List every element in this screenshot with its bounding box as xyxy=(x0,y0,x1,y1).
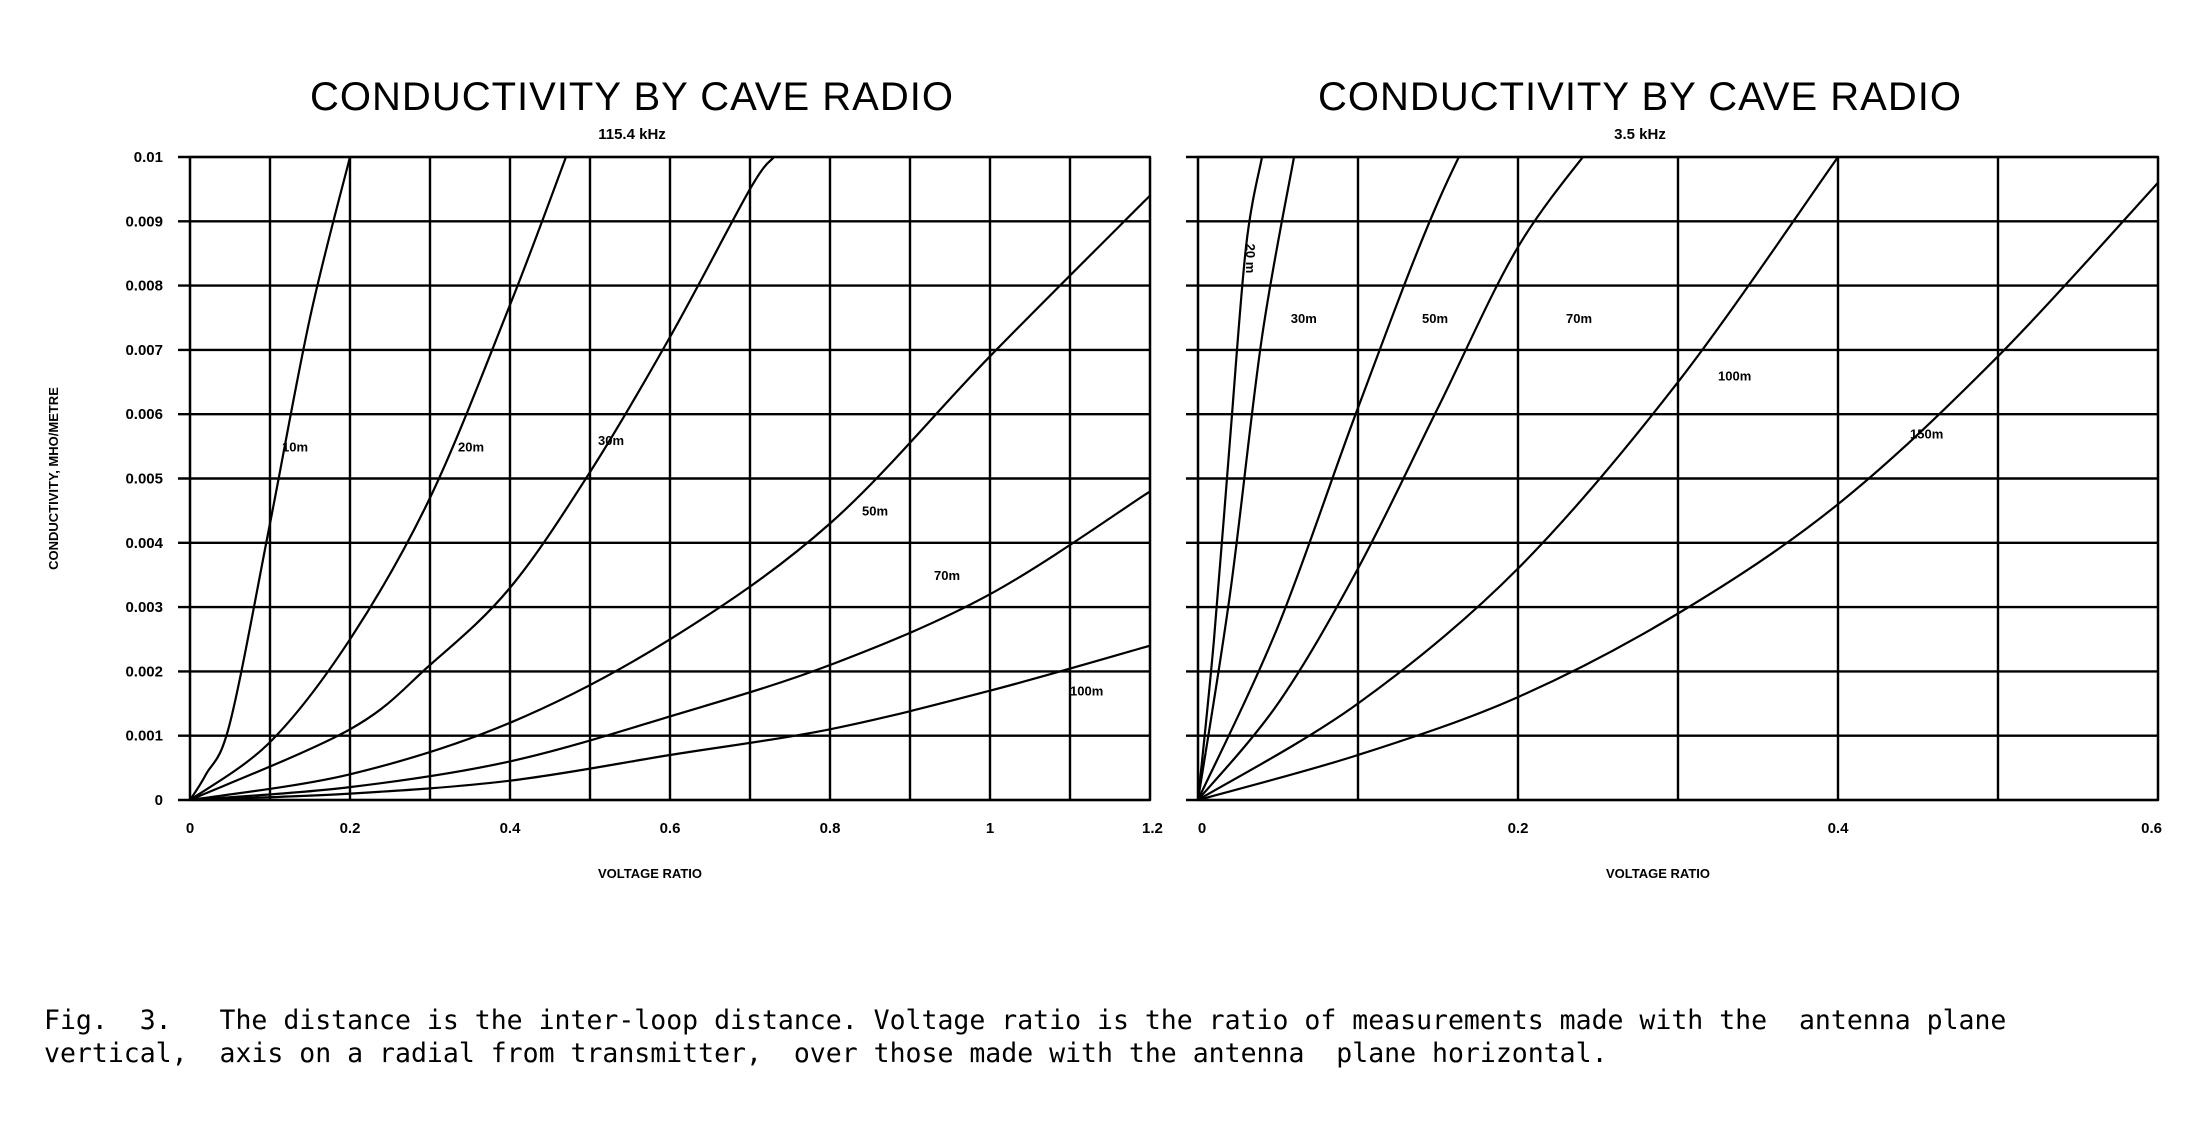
y-tick-label: 0.005 xyxy=(125,471,163,488)
series-line-150m xyxy=(1198,181,2158,800)
series-line-100m xyxy=(1198,157,1839,800)
chart-panel-1: CONDUCTIVITY BY CAVE RADIO 115.4 kHz 0 0.2 0… xyxy=(46,75,1163,881)
y-tick-label: 0.01 xyxy=(134,149,163,166)
y-tick-label: 0 xyxy=(155,792,163,809)
y-tick-label: 0.003 xyxy=(125,599,163,616)
series-line-50m xyxy=(190,194,1150,800)
series-line-70m xyxy=(190,490,1150,800)
plot-frame xyxy=(1196,155,2160,802)
x-tick-label: 0 xyxy=(1198,820,1206,837)
y-tick-label: 0.006 xyxy=(125,406,163,423)
series-line-70m xyxy=(1198,157,1585,800)
x-tick-label: 0.2 xyxy=(340,820,361,837)
series-line-20m xyxy=(190,157,568,800)
curve-label: 100m xyxy=(1070,684,1103,699)
x-tick-label: 1 xyxy=(986,820,994,837)
x-tick-label: 0.4 xyxy=(1828,820,1850,837)
x-tick-label: 0.6 xyxy=(2141,820,2162,837)
y-tick-label: 0.001 xyxy=(125,728,163,745)
curve-label: 20 m xyxy=(1243,244,1258,274)
chart-subtitle: 115.4 kHz xyxy=(598,126,666,143)
curve-label: 150m xyxy=(1910,426,1943,441)
curve-label: 30m xyxy=(598,433,624,448)
y-tick-label: 0.007 xyxy=(125,342,163,359)
x-tick-label: 0 xyxy=(186,820,194,837)
x-tick-label: 0.2 xyxy=(1508,820,1529,837)
x-tick-label: 0.8 xyxy=(820,820,841,837)
chart-subtitle: 3.5 kHz xyxy=(1614,126,1666,143)
figure-caption: Fig. 3. The distance is the inter-loop d… xyxy=(44,1005,2023,1069)
plot-frame xyxy=(188,155,1152,802)
curve-label: 20m xyxy=(458,439,484,454)
curve-label: 100m xyxy=(1718,369,1751,384)
series-line-30m xyxy=(190,157,775,800)
x-tick-label: 0.4 xyxy=(500,820,522,837)
curve-label: 10m xyxy=(282,439,308,454)
curve-label: 50m xyxy=(862,504,888,519)
series-line-10m xyxy=(190,157,352,800)
x-axis-label: VOLTAGE RATIO xyxy=(1606,866,1710,881)
x-tick-label: 1.2 xyxy=(1142,820,1163,837)
chart-panel-2: CONDUCTIVITY BY CAVE RADIO 3.5 kHz 0 0.2 0.4… xyxy=(1186,75,2162,881)
series-line-100m xyxy=(190,644,1150,800)
y-axis-label: CONDUCTIVITY, MHO/METRE xyxy=(46,387,61,570)
curve-label: 70m xyxy=(934,568,960,583)
x-axis-label: VOLTAGE RATIO xyxy=(598,866,702,881)
curve-label: 30m xyxy=(1291,311,1317,326)
y-tick-label: 0.004 xyxy=(125,535,163,552)
y-tick-label: 0.008 xyxy=(125,278,163,295)
curve-label: 50m xyxy=(1422,311,1448,326)
chart-title: CONDUCTIVITY BY CAVE RADIO xyxy=(1318,75,1962,119)
x-tick-label: 0.6 xyxy=(660,820,681,837)
series-line-30m xyxy=(1198,157,1296,800)
curve-label: 70m xyxy=(1566,311,1592,326)
series-line-20m xyxy=(1198,157,1264,800)
series-line-50m xyxy=(1198,157,1461,800)
y-tick-label: 0.002 xyxy=(125,663,163,680)
y-tick-label: 0.009 xyxy=(125,213,163,230)
chart-title: CONDUCTIVITY BY CAVE RADIO xyxy=(310,75,954,119)
